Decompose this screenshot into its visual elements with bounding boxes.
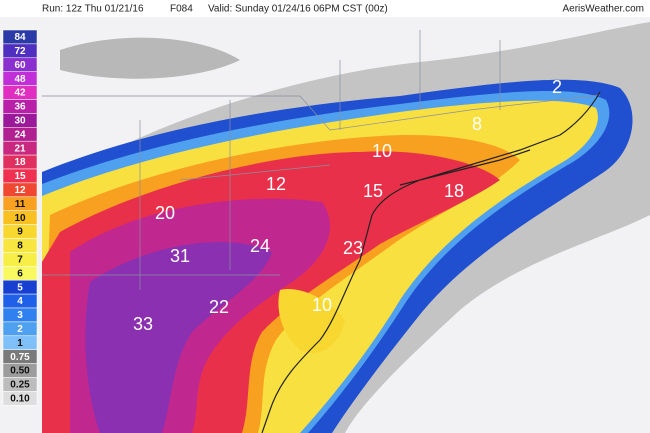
legend-label: 0.10	[10, 393, 30, 404]
legend-label: 24	[14, 129, 26, 140]
legend-label: 7	[17, 254, 23, 265]
legend-label: 8	[17, 241, 23, 252]
snow-total-label: 20	[155, 203, 175, 223]
valid-time: Valid: Sunday 01/24/16 06PM CST (00z)	[208, 4, 388, 15]
legend-label: 0.25	[10, 380, 30, 391]
forecast-hour: F084	[170, 4, 193, 15]
legend-label: 5	[17, 282, 23, 293]
coastline	[261, 91, 601, 433]
legend-label: 9	[17, 227, 23, 238]
state-border	[42, 30, 601, 290]
legend-label: 11	[15, 199, 26, 210]
legend-label: 2	[17, 324, 23, 335]
snow-total-label: 8	[472, 114, 482, 134]
snow-total-label: 15	[363, 181, 383, 201]
run-info: Run: 12z Thu 01/21/16	[42, 4, 144, 15]
legend-label: 48	[14, 74, 26, 85]
snow-total-label: 10	[372, 141, 392, 161]
legend-label: 4	[17, 296, 23, 307]
legend-label: 15	[14, 171, 26, 182]
snow-total-label: 10	[312, 295, 332, 315]
legend-label: 3	[17, 310, 23, 321]
legend-label: 42	[14, 88, 26, 99]
legend-label: 18	[14, 157, 26, 168]
legend-label: 60	[14, 60, 26, 71]
legend-label: 1	[17, 338, 23, 349]
legend-label: 36	[14, 102, 26, 113]
map	[42, 22, 650, 433]
snow-total-label: 12	[266, 174, 286, 194]
legend-label: 0.50	[10, 366, 30, 377]
legend-label: 72	[14, 46, 26, 57]
snow-band	[85, 242, 273, 433]
snow-total-label: 22	[209, 297, 229, 317]
shade-area	[60, 37, 240, 79]
snow-total-label: 31	[170, 246, 190, 266]
map-labels: 2 8 10 12 15 18 20 31 24 23 22 10 33	[133, 77, 562, 334]
brand: AerisWeather.com	[562, 4, 644, 15]
legend-label: 84	[14, 32, 26, 43]
legend-label: 10	[14, 213, 26, 224]
legend: 84726048423630242118151211109876543210.7…	[2, 29, 38, 406]
snow-total-label: 23	[343, 238, 363, 258]
legend-label: 30	[14, 115, 26, 126]
legend-label: 21	[14, 143, 26, 154]
snow-total-label: 33	[133, 314, 153, 334]
snow-total-label: 2	[552, 77, 562, 97]
snow-total-label: 24	[250, 236, 270, 256]
snow-band	[278, 289, 345, 354]
legend-label: 12	[14, 185, 26, 196]
snow-total-label: 18	[444, 181, 464, 201]
legend-swatch	[2, 391, 38, 406]
legend-label: 0.75	[10, 352, 30, 363]
legend-label: 6	[17, 268, 23, 279]
header-bar	[0, 0, 650, 17]
